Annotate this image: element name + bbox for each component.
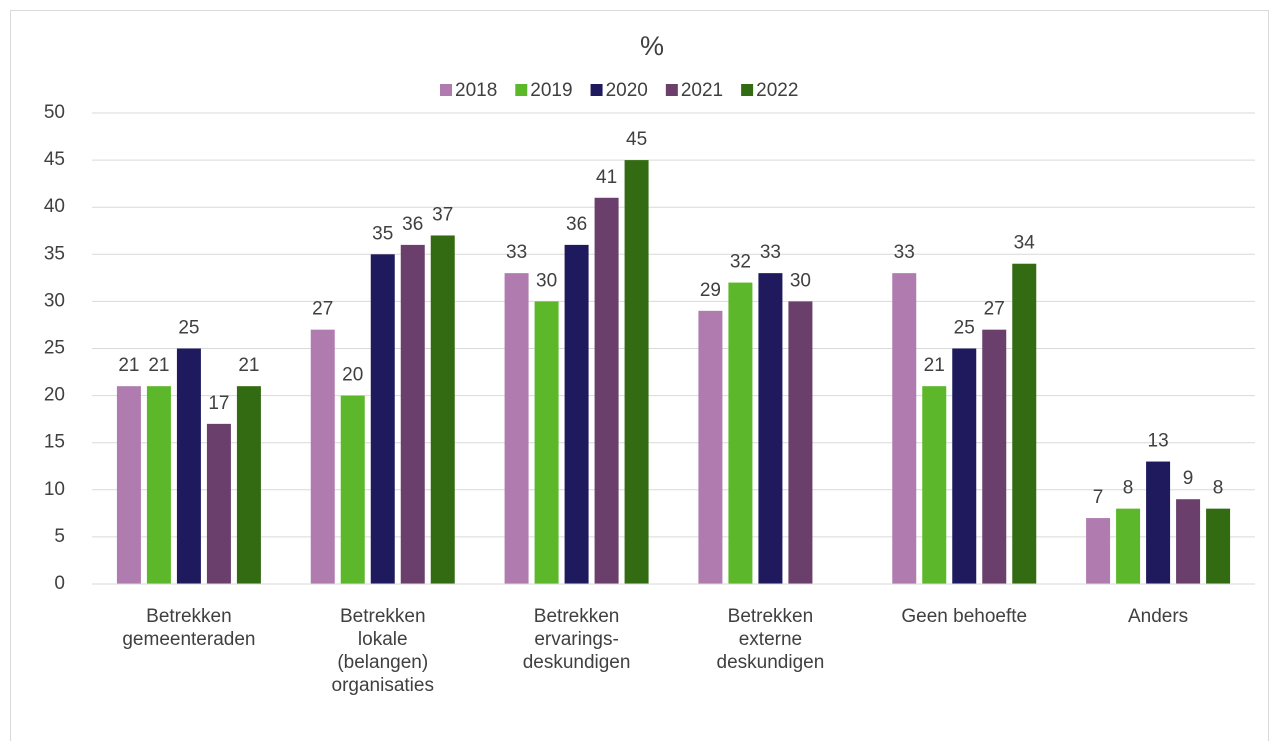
x-tick-label: deskundigen bbox=[717, 652, 825, 673]
bar bbox=[1146, 461, 1171, 584]
x-tick-label: Anders bbox=[1128, 606, 1188, 627]
data-label: 25 bbox=[954, 318, 975, 339]
legend-swatch bbox=[515, 84, 528, 96]
x-tick-label: organisaties bbox=[332, 675, 434, 696]
bar bbox=[310, 329, 335, 584]
bar bbox=[922, 386, 947, 584]
legend-label: 2022 bbox=[756, 80, 798, 101]
data-label: 36 bbox=[566, 214, 587, 235]
bar bbox=[952, 348, 977, 584]
data-label: 27 bbox=[984, 299, 1005, 320]
legend-swatch bbox=[590, 84, 603, 96]
data-label: 41 bbox=[596, 167, 617, 188]
data-label: 30 bbox=[536, 270, 557, 291]
x-tick-label: Geen behoefte bbox=[901, 606, 1027, 627]
x-tick-label: externe bbox=[739, 629, 802, 650]
x-tick-label: deskundigen bbox=[523, 652, 631, 673]
data-label: 21 bbox=[148, 355, 169, 376]
data-label: 21 bbox=[238, 355, 259, 376]
data-label: 13 bbox=[1148, 431, 1169, 452]
y-tick-label: 25 bbox=[44, 338, 65, 359]
data-label: 9 bbox=[1183, 468, 1194, 489]
data-label: 29 bbox=[700, 280, 721, 301]
data-label: 36 bbox=[402, 214, 423, 235]
data-label: 33 bbox=[894, 242, 915, 263]
data-label: 27 bbox=[312, 299, 333, 320]
data-label: 35 bbox=[372, 223, 393, 244]
y-tick-label: 10 bbox=[44, 479, 65, 500]
data-label: 45 bbox=[626, 129, 647, 150]
legend-swatch bbox=[665, 84, 678, 96]
data-label: 20 bbox=[342, 365, 363, 386]
bar bbox=[728, 282, 753, 584]
data-label: 25 bbox=[178, 318, 199, 339]
chart-title: % bbox=[640, 31, 664, 61]
bar bbox=[1116, 508, 1141, 584]
bar bbox=[504, 273, 529, 584]
bar bbox=[534, 301, 559, 584]
bar bbox=[892, 273, 917, 584]
legend-label: 2020 bbox=[606, 80, 648, 101]
legend-swatch bbox=[741, 84, 754, 96]
legend-swatch bbox=[440, 84, 452, 96]
bar bbox=[594, 197, 619, 584]
bar bbox=[146, 386, 171, 584]
data-label: 33 bbox=[506, 242, 527, 263]
bar bbox=[698, 310, 723, 584]
bar bbox=[758, 273, 783, 584]
x-tick-label: Betrekken bbox=[340, 606, 426, 627]
y-tick-label: 0 bbox=[54, 573, 65, 594]
bar bbox=[400, 244, 425, 584]
y-tick-label: 15 bbox=[44, 432, 65, 453]
chart-frame bbox=[10, 10, 1269, 741]
data-label: 32 bbox=[730, 252, 751, 273]
y-tick-label: 50 bbox=[44, 102, 65, 123]
x-tick-label: Betrekken bbox=[728, 606, 814, 627]
bar bbox=[206, 423, 231, 584]
data-label: 37 bbox=[432, 204, 453, 225]
x-tick-label: gemeenteraden bbox=[122, 629, 255, 650]
x-tick-label: lokale bbox=[358, 629, 408, 650]
y-tick-label: 40 bbox=[44, 196, 65, 217]
data-label: 17 bbox=[208, 393, 229, 414]
bar bbox=[788, 301, 813, 584]
data-label: 21 bbox=[924, 355, 945, 376]
data-label: 8 bbox=[1213, 478, 1224, 499]
y-tick-label: 5 bbox=[54, 526, 65, 547]
y-tick-label: 35 bbox=[44, 243, 65, 264]
bar bbox=[1176, 499, 1201, 584]
bar bbox=[340, 395, 365, 584]
legend-label: 2021 bbox=[681, 80, 723, 101]
bar bbox=[564, 244, 589, 584]
x-tick-label: Betrekken bbox=[146, 606, 232, 627]
bar bbox=[176, 348, 201, 584]
x-tick-label: Betrekken bbox=[534, 606, 620, 627]
bar bbox=[1086, 518, 1111, 584]
data-label: 34 bbox=[1014, 233, 1036, 254]
x-tick-label: ervarings- bbox=[534, 629, 618, 650]
data-label: 21 bbox=[118, 355, 139, 376]
bar bbox=[370, 254, 395, 585]
bar bbox=[1206, 508, 1231, 584]
bar bbox=[1012, 263, 1037, 584]
y-tick-label: 30 bbox=[44, 290, 65, 311]
legend-label: 2019 bbox=[530, 80, 572, 101]
y-tick-label: 45 bbox=[44, 149, 65, 170]
bar bbox=[624, 160, 649, 584]
bar bbox=[116, 386, 141, 584]
x-tick-label: (belangen) bbox=[337, 652, 428, 673]
y-tick-label: 20 bbox=[44, 385, 65, 406]
bar bbox=[982, 329, 1007, 584]
data-label: 30 bbox=[790, 270, 811, 291]
data-label: 8 bbox=[1123, 478, 1134, 499]
bar bbox=[430, 235, 455, 584]
bar bbox=[236, 386, 261, 584]
legend-label: 2018 bbox=[455, 80, 497, 101]
data-label: 33 bbox=[760, 242, 781, 263]
data-label: 7 bbox=[1093, 487, 1104, 508]
